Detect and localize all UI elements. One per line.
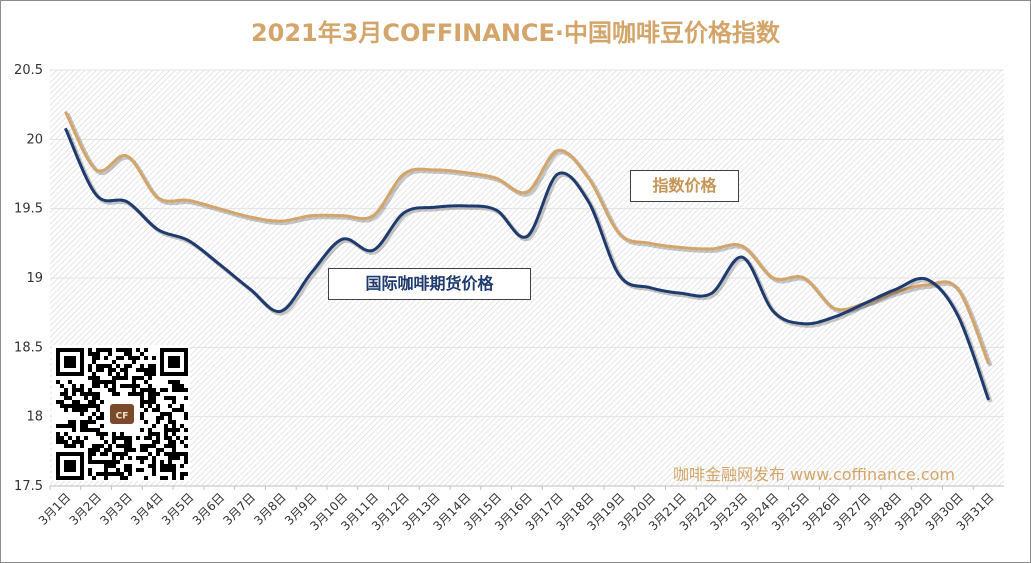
x-tick-label: 3月3日 [97, 490, 135, 528]
qr-logo-text: CF [116, 411, 129, 421]
chart-title: 2021年3月COFFINANCE·中国咖啡豆价格指数 [250, 19, 781, 47]
y-tick-label: 20.5 [14, 63, 43, 78]
x-tick-label: 3月1日 [36, 490, 74, 528]
series-line-index-price [64, 110, 990, 365]
series-label-futures-price: 国际咖啡期货价格 [328, 268, 531, 300]
series-line-futures-price [64, 127, 991, 401]
y-tick-label: 19.5 [14, 202, 43, 217]
x-tick-label: 3月2日 [67, 490, 105, 528]
x-tick-label: 3月6日 [190, 490, 228, 528]
x-tick-label: 3月4日 [128, 490, 166, 528]
x-tick-label: 3月5日 [159, 490, 197, 528]
y-tick-label: 18.5 [14, 340, 43, 355]
y-tick-label: 17.5 [14, 479, 43, 494]
qr-code-image: CF [52, 345, 190, 481]
series-label-index-price: 指数价格 [630, 170, 739, 202]
x-tick-label: 3月7日 [220, 490, 258, 528]
qr-code-icon: CF [56, 348, 188, 480]
y-tick-label: 20 [26, 132, 43, 147]
coffee-cup-icon [110, 404, 134, 424]
y-tick-label: 18 [26, 410, 43, 425]
publisher-footer: 咖啡金融网发布 www.coffinance.com [673, 465, 956, 484]
x-tick-label: 3月8日 [251, 490, 289, 528]
y-tick-label: 19 [26, 271, 43, 286]
